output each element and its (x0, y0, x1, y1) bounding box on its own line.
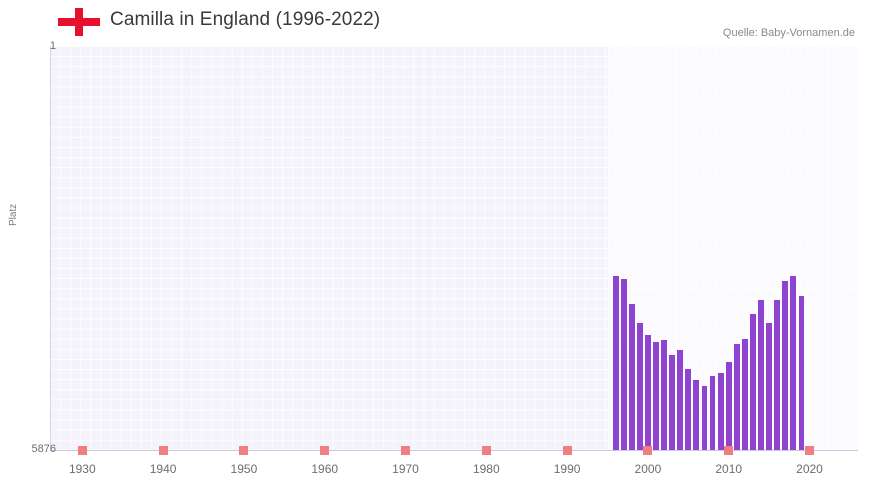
bar (677, 349, 684, 450)
bar (636, 323, 643, 450)
x-tick-mark (401, 446, 411, 455)
x-tick-label: 1970 (392, 462, 419, 476)
bar (669, 354, 676, 450)
x-tick-mark (320, 446, 330, 455)
bar (766, 323, 773, 450)
bar (693, 380, 700, 450)
chart-header: Camilla in England (1996-2022) Quelle: B… (0, 0, 873, 44)
bar (798, 296, 805, 450)
bar (733, 344, 740, 450)
x-tick-label: 1930 (68, 462, 96, 476)
bar (620, 279, 627, 450)
page-title: Camilla in England (1996-2022) (110, 9, 381, 30)
y-axis-line (50, 46, 51, 450)
x-tick-label: 1940 (149, 462, 177, 476)
y-tick-label-bottom: 5876 (31, 443, 56, 455)
x-tick-mark (481, 446, 491, 455)
x-axis-line (50, 450, 858, 451)
bar (774, 300, 781, 450)
x-tick-label: 1950 (230, 462, 258, 476)
x-tick-label: 2020 (796, 462, 823, 476)
bar (645, 334, 651, 450)
bar (628, 303, 635, 450)
x-tick-mark (643, 446, 653, 455)
bar (790, 276, 797, 450)
x-tick-label: 1980 (472, 462, 500, 476)
x-tick-mark (77, 446, 87, 455)
bar-series (50, 46, 858, 450)
y-tick-label-top: 1 (49, 40, 56, 52)
bar (685, 369, 692, 450)
bar (750, 314, 756, 450)
x-tick-label: 1990 (553, 462, 581, 476)
bar (612, 276, 619, 450)
plot-area (50, 46, 858, 450)
x-tick-mark (562, 446, 572, 455)
x-tick-mark (239, 446, 249, 455)
bar (725, 362, 732, 450)
x-tick-label: 2010 (715, 462, 743, 476)
x-tick-mark (724, 446, 734, 455)
x-tick-label: 1960 (311, 462, 339, 476)
source-label: Quelle: Baby-Vornamen.de (722, 27, 855, 39)
x-tick-label: 2000 (634, 462, 662, 476)
bar (741, 338, 748, 450)
bar (782, 281, 789, 450)
england-flag-icon (58, 8, 100, 36)
bar (661, 339, 667, 450)
bar (709, 376, 716, 450)
bar (653, 341, 659, 450)
bar (758, 299, 764, 450)
y-axis-title: Platz (8, 203, 19, 226)
x-tick-mark (805, 446, 815, 455)
bar (701, 386, 708, 450)
x-tick-mark (158, 446, 168, 455)
bar (717, 373, 724, 450)
